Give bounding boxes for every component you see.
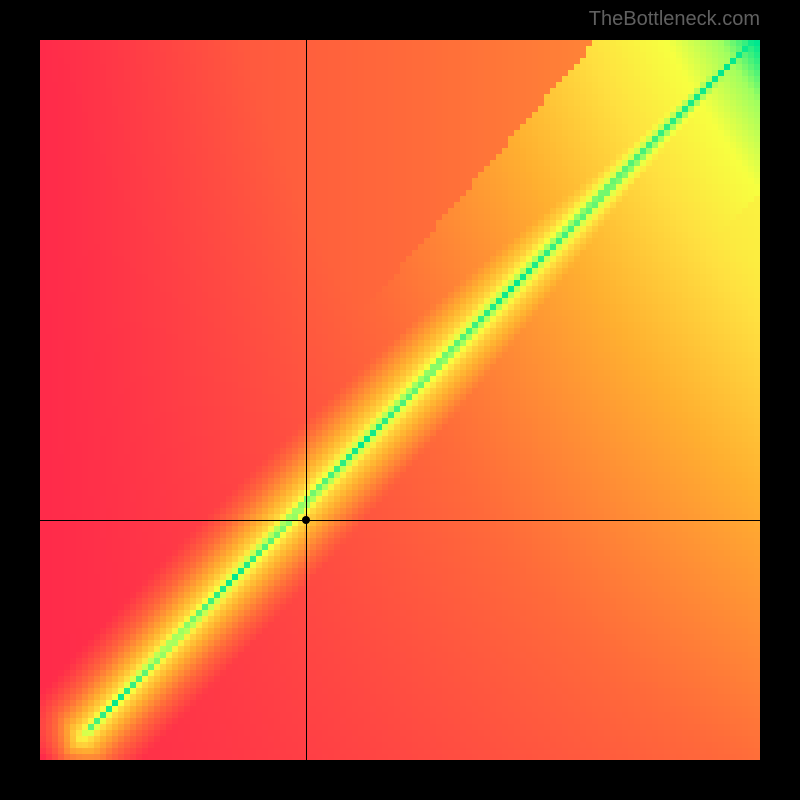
crosshair-vertical — [306, 40, 307, 760]
watermark-text: TheBottleneck.com — [589, 8, 760, 31]
crosshair-horizontal — [40, 520, 760, 521]
marker-dot — [302, 516, 310, 524]
heatmap-canvas — [40, 40, 760, 760]
heatmap-plot — [40, 40, 760, 760]
